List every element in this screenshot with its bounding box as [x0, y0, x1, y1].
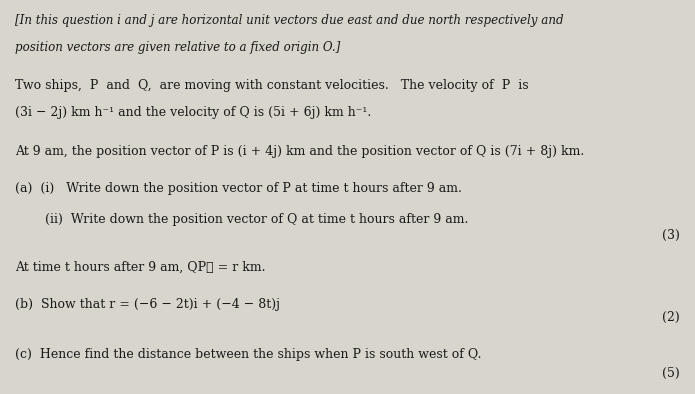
Text: (3): (3)	[662, 229, 680, 242]
Text: position vectors are given relative to a fixed origin O.]: position vectors are given relative to a…	[15, 41, 341, 54]
Text: [In this question i and j are horizontal unit vectors due east and due north res: [In this question i and j are horizontal…	[15, 14, 564, 27]
Text: (b)  Show that r = (−6 − 2t)i + (−4 − 8t)j: (b) Show that r = (−6 − 2t)i + (−4 − 8t)…	[15, 298, 280, 311]
Text: At 9 am, the position vector of P is (i + 4j) km and the position vector of Q is: At 9 am, the position vector of P is (i …	[15, 145, 584, 158]
Text: (a)  (i)   Write down the position vector of P at time t hours after 9 am.: (a) (i) Write down the position vector o…	[15, 182, 462, 195]
Text: (3i − 2j) km h⁻¹ and the velocity of Q is (5i + 6j) km h⁻¹.: (3i − 2j) km h⁻¹ and the velocity of Q i…	[15, 106, 372, 119]
Text: Two ships,  P  and  Q,  are moving with constant velocities.   The velocity of  : Two ships, P and Q, are moving with cons…	[15, 79, 529, 92]
Text: (2): (2)	[662, 311, 680, 324]
Text: (ii)  Write down the position vector of Q at time t hours after 9 am.: (ii) Write down the position vector of Q…	[45, 213, 468, 226]
Text: (5): (5)	[662, 367, 680, 380]
Text: At time t hours after 9 am, QP⃗ = r km.: At time t hours after 9 am, QP⃗ = r km.	[15, 261, 265, 274]
Text: (c)  Hence find the distance between the ships when P is south west of Q.: (c) Hence find the distance between the …	[15, 348, 482, 361]
